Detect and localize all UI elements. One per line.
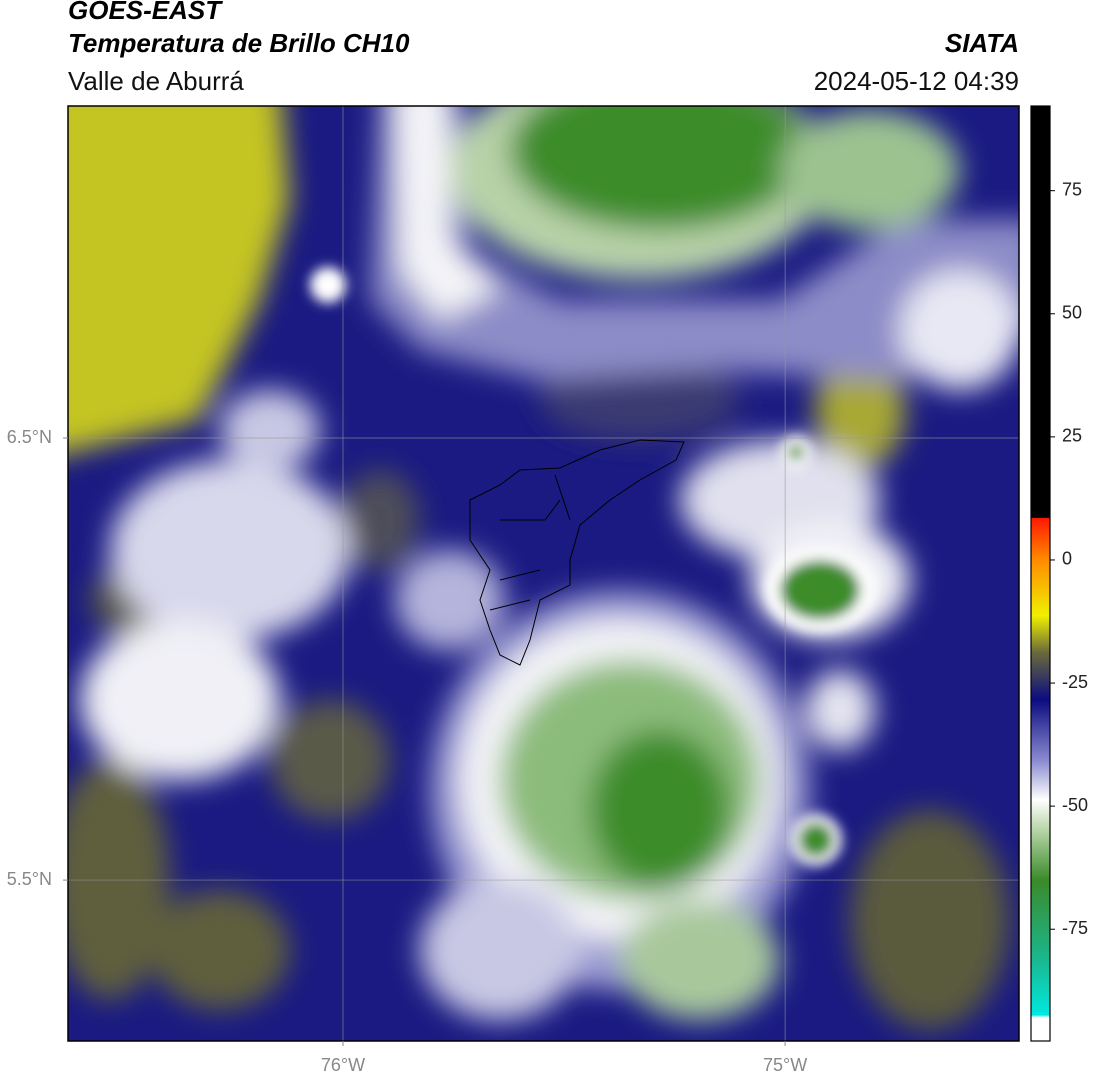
title: GOES-EAST: [68, 0, 223, 25]
subtitle: Temperatura de Brillo CH10: [68, 28, 410, 58]
x-tick-label: 76°W: [321, 1055, 365, 1075]
colorbar-tick-label: 75: [1062, 179, 1082, 199]
source: SIATA: [945, 28, 1019, 58]
x-tick-label: 75°W: [763, 1055, 807, 1075]
colorbar-tick-label: 50: [1062, 303, 1082, 323]
region: Valle de Aburrá: [68, 66, 244, 96]
colorbar: [1030, 105, 1051, 1042]
colorbar-tick-label: 25: [1062, 426, 1082, 446]
colorbar-tick-label: -50: [1062, 795, 1088, 815]
colorbar-tick-label: -75: [1062, 918, 1088, 938]
y-tick-label: 5.5°N: [7, 869, 52, 889]
colorbar-tick-label: 0: [1062, 549, 1072, 569]
colorbar-tick-label: -25: [1062, 672, 1088, 692]
datetime: 2024-05-12 04:39: [814, 66, 1019, 96]
grid: [68, 106, 1019, 1041]
satellite-image: [68, 106, 1019, 1041]
map-frame: [67, 105, 1020, 1042]
y-tick-label: 6.5°N: [7, 427, 52, 447]
